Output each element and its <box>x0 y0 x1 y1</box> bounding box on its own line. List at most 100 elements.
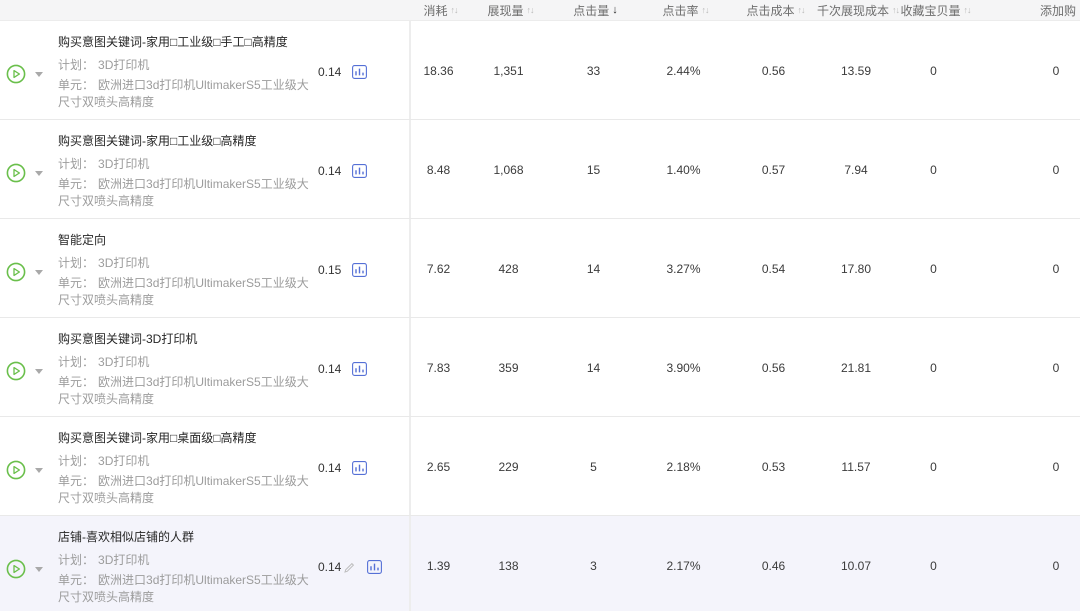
metric-cpm: 11.57 <box>841 459 871 474</box>
row-metrics: 18.36 1,351 33 2.44% 0.56 13.59 0 0 <box>411 21 1080 119</box>
row-campaign-cell: 购买意图关键词-家用□工业级□手工□高精度 计划： 3D打印机 单元： 欧洲进口3d… <box>0 21 411 119</box>
chevron-down-icon[interactable] <box>35 566 43 572</box>
bid-value: 0.15 <box>318 263 342 277</box>
bar-chart-icon[interactable] <box>367 560 383 574</box>
bar-chart-icon[interactable] <box>352 461 368 475</box>
metric-cost: 8.48 <box>426 162 451 177</box>
bid-block: 0.14 <box>318 362 368 376</box>
play-status-icon[interactable] <box>6 559 26 579</box>
metric-clicks: 3 <box>590 558 597 573</box>
metric-add-cart: 0 <box>1052 63 1060 78</box>
column-header[interactable]: 点击率 ↑ ↓ <box>638 0 733 20</box>
plan-value: 3D打印机 <box>98 58 150 72</box>
bar-chart-icon[interactable] <box>352 263 368 277</box>
metric-cpc: 0.57 <box>761 162 786 177</box>
bar-chart-icon[interactable] <box>352 362 368 376</box>
metric-clicks: 5 <box>590 459 597 474</box>
metric-cpm: 17.80 <box>840 261 872 276</box>
play-status-icon[interactable] <box>6 163 26 183</box>
table-row: 购买意图关键词-家用□工业级□手工□高精度 计划： 3D打印机 单元： 欧洲进口3d… <box>0 21 1080 120</box>
chevron-down-icon[interactable] <box>35 269 43 275</box>
campaign-info: 购买意图关键词-家用□工业级□手工□高精度 计划： 3D打印机 单元： 欧洲进口3d… <box>58 35 311 111</box>
campaign-title[interactable]: 购买意图关键词-3D打印机 <box>58 332 198 346</box>
metric-impressions: 138 <box>498 558 519 573</box>
campaign-title[interactable]: 智能定向 <box>58 233 107 247</box>
column-header-label: 添加购 <box>1039 3 1076 18</box>
chevron-down-icon[interactable] <box>35 71 43 77</box>
metric-favorites: 0 <box>930 162 937 177</box>
bar-chart-icon[interactable] <box>352 164 368 178</box>
bid-value: 0.14 <box>318 362 342 376</box>
sort-updown-icon[interactable]: ↑ ↓ <box>892 5 900 15</box>
column-header[interactable]: 添加购 <box>973 0 1080 20</box>
unit-value: 欧洲进口3d打印机UltimakerS5工业级大尺寸双喷头高精度 <box>58 474 309 505</box>
column-header[interactable]: 千次展现成本 ↑ ↓ <box>817 0 900 20</box>
metric-cpc: 0.54 <box>761 261 786 276</box>
bid-block: 0.14 <box>318 560 383 574</box>
column-header[interactable]: 点击量 ↓ <box>553 0 638 20</box>
plan-line: 计划： 3D打印机 <box>58 453 311 470</box>
chevron-down-icon[interactable] <box>35 368 43 374</box>
campaign-title[interactable]: 购买意图关键词-家用□桌面级□高精度 <box>58 431 257 445</box>
table-header-left-spacer <box>0 0 413 20</box>
plan-value: 3D打印机 <box>98 454 150 468</box>
plan-label: 计划： <box>58 256 95 270</box>
play-status-icon[interactable] <box>6 64 26 84</box>
metric-impressions: 1,351 <box>493 63 524 78</box>
play-status-icon[interactable] <box>6 460 26 480</box>
bid-block: 0.14 <box>318 461 368 475</box>
metric-favorites: 0 <box>930 63 937 78</box>
metric-add-cart: 0 <box>1052 261 1060 276</box>
row-controls <box>6 163 43 183</box>
metric-add-cart: 0 <box>1052 558 1060 573</box>
column-header[interactable]: 点击成本 ↑ ↓ <box>733 0 818 20</box>
metric-add-cart: 0 <box>1052 162 1060 177</box>
campaign-title[interactable]: 购买意图关键词-家用□工业级□高精度 <box>58 134 257 148</box>
sort-updown-icon[interactable]: ↑ ↓ <box>701 5 710 15</box>
sort-updown-icon[interactable]: ↑ ↓ <box>526 5 535 15</box>
plan-label: 计划： <box>58 157 95 171</box>
metric-impressions: 428 <box>498 261 519 276</box>
unit-value: 欧洲进口3d打印机UltimakerS5工业级大尺寸双喷头高精度 <box>58 78 309 109</box>
chevron-down-icon[interactable] <box>35 170 43 176</box>
bid-value: 0.14 <box>318 461 342 475</box>
metric-cpm: 13.59 <box>840 63 872 78</box>
edit-pencil-icon[interactable] <box>343 561 356 574</box>
plan-line: 计划： 3D打印机 <box>58 57 311 74</box>
column-header-label: 点击量 <box>573 3 610 18</box>
sort-updown-icon[interactable]: ↑ ↓ <box>797 5 806 15</box>
column-header[interactable]: 展现量 ↑ ↓ <box>468 0 553 20</box>
sort-desc-active-icon[interactable]: ↓ <box>612 4 618 16</box>
table-row: 购买意图关键词-3D打印机 计划： 3D打印机 单元： 欧洲进口3d打印机Ultim… <box>0 318 1080 417</box>
metric-cpm: 21.81 <box>840 360 872 375</box>
metric-cost: 18.36 <box>423 63 454 78</box>
bid-block: 0.14 <box>318 65 368 79</box>
plan-value: 3D打印机 <box>98 256 150 270</box>
unit-line: 单元： 欧洲进口3d打印机UltimakerS5工业级大尺寸双喷头高精度 <box>58 374 311 408</box>
campaign-title[interactable]: 购买意图关键词-家用□工业级□手工□高精度 <box>58 35 288 49</box>
column-header[interactable]: 收藏宝贝量 ↑ ↓ <box>898 0 973 20</box>
table-header-row: 消耗 ↑ ↓ 展现量 ↑ ↓ 点击量 ↓ 点击率 ↑ ↓ 点击成本 ↑ ↓ 千次展现成本… <box>0 0 1080 21</box>
play-status-icon[interactable] <box>6 262 26 282</box>
metric-cpm: 7.94 <box>844 162 868 177</box>
sort-updown-icon[interactable]: ↑ ↓ <box>963 5 972 15</box>
row-metrics: 7.83 359 14 3.90% 0.56 21.81 0 0 <box>411 318 1080 416</box>
row-campaign-cell: 购买意图关键词-家用□工业级□高精度 计划： 3D打印机 单元： 欧洲进口3d打印机… <box>0 120 411 218</box>
chevron-down-icon[interactable] <box>35 467 43 473</box>
metric-ctr: 2.18% <box>666 459 701 474</box>
campaign-title[interactable]: 店铺-喜欢相似店铺的人群 <box>58 530 194 544</box>
column-header[interactable]: 消耗 ↑ ↓ <box>413 0 468 20</box>
unit-label: 单元： <box>58 474 95 488</box>
play-status-icon[interactable] <box>6 361 26 381</box>
unit-line: 单元： 欧洲进口3d打印机UltimakerS5工业级大尺寸双喷头高精度 <box>58 275 311 309</box>
metric-cost: 7.83 <box>426 360 451 375</box>
column-header-label: 千次展现成本 <box>817 3 890 18</box>
row-campaign-cell: 店铺-喜欢相似店铺的人群 计划： 3D打印机 单元： 欧洲进口3d打印机Ultima… <box>0 516 411 611</box>
plan-label: 计划： <box>58 553 95 567</box>
unit-line: 单元： 欧洲进口3d打印机UltimakerS5工业级大尺寸双喷头高精度 <box>58 176 311 210</box>
metric-clicks: 14 <box>586 360 601 375</box>
bar-chart-icon[interactable] <box>352 65 368 79</box>
sort-updown-icon[interactable]: ↑ ↓ <box>450 5 459 15</box>
row-campaign-cell: 购买意图关键词-3D打印机 计划： 3D打印机 单元： 欧洲进口3d打印机Ultim… <box>0 318 411 416</box>
metric-cpc: 0.46 <box>761 558 786 573</box>
